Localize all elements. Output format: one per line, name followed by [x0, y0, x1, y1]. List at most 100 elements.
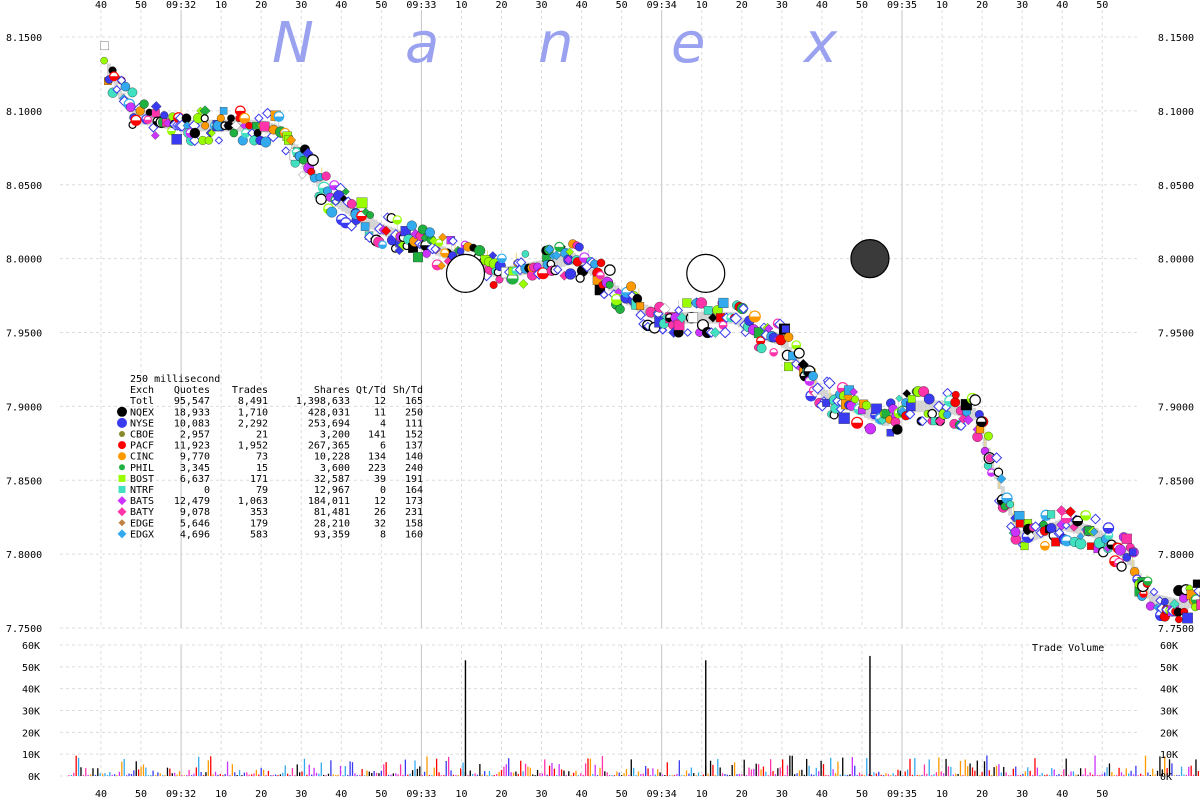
quote-marker — [1114, 544, 1126, 556]
legend-cell: 10,083 — [174, 418, 210, 429]
legend-cell: 18,933 — [174, 407, 210, 418]
legend-cell: Totl — [130, 396, 154, 407]
quote-marker — [1090, 513, 1101, 525]
legend-cell: 179 — [250, 518, 268, 529]
legend-cell: 1,398,633 — [296, 396, 350, 407]
quote-marker — [306, 154, 319, 167]
quote-marker — [424, 227, 435, 238]
spread-band — [1166, 596, 1171, 609]
spread-band — [950, 402, 955, 415]
x-tick-top: 09:35 — [887, 0, 917, 11]
quote-marker — [544, 244, 555, 255]
quote-marker — [917, 415, 928, 427]
legend-cell: 32,587 — [314, 474, 350, 485]
spread-band — [611, 282, 616, 295]
legend-cell: 158 — [405, 518, 423, 529]
vol-tick-left: 20K — [22, 728, 40, 739]
quote-marker — [683, 328, 693, 337]
x-tick-top: 30 — [1016, 0, 1028, 11]
watermark-letter: n — [538, 11, 574, 76]
quote-marker — [599, 290, 609, 300]
legend-header: Shares — [314, 385, 350, 396]
legend-cell: 2,957 — [180, 430, 210, 441]
legend-cell: 1,710 — [238, 407, 268, 418]
y-tick-right: 7.9500 — [1158, 329, 1194, 340]
quote-marker — [695, 297, 708, 309]
quote-marker — [1192, 579, 1200, 588]
y-tick-right: 7.7500 — [1158, 624, 1194, 635]
quote-marker — [474, 245, 486, 257]
legend-cell: BATY — [130, 507, 154, 518]
legend-cell: 10,228 — [314, 452, 350, 463]
x-tick-bottom: 09:34 — [647, 789, 677, 800]
y-tick-left: 8.0500 — [6, 181, 42, 192]
x-tick-bottom: 30 — [295, 789, 307, 800]
quote-marker — [171, 134, 182, 145]
quote-marker — [1089, 527, 1099, 537]
quote-marker — [521, 250, 530, 258]
x-tick-bottom: 20 — [495, 789, 507, 800]
y-tick-right: 7.9000 — [1158, 402, 1194, 413]
quote-marker — [984, 431, 993, 441]
quote-marker — [260, 136, 272, 148]
quote-marker — [849, 387, 859, 397]
quote-marker — [254, 113, 264, 124]
legend-cell: 32 — [374, 518, 386, 529]
spread-band — [824, 389, 829, 402]
quote-marker — [719, 326, 732, 339]
quote-marker — [120, 81, 131, 92]
spread-band — [784, 341, 789, 354]
legend-cell: 171 — [250, 474, 268, 485]
quote-marker — [437, 261, 446, 271]
spread-band — [561, 255, 566, 267]
quote-marker — [1087, 542, 1095, 550]
quote-marker — [227, 114, 235, 123]
x-tick-bottom: 40 — [1056, 789, 1068, 800]
large-trade-marker — [686, 253, 726, 293]
legend-cell: 1,063 — [238, 496, 268, 507]
legend-cell: 160 — [405, 529, 423, 540]
legend-marker — [118, 441, 126, 450]
quote-marker — [150, 131, 160, 140]
y-tick-left: 7.8500 — [6, 476, 42, 487]
y-tick-left: 7.9500 — [6, 329, 42, 340]
y-tick-left: 7.7500 — [6, 624, 42, 635]
quote-marker — [551, 250, 562, 261]
quote-marker — [564, 268, 577, 280]
quote-marker — [181, 113, 192, 124]
large-trade-marker — [850, 239, 890, 279]
spread-band — [820, 386, 825, 399]
quote-marker — [412, 252, 423, 263]
quote-marker — [281, 146, 291, 156]
x-tick-bottom: 10 — [696, 789, 708, 800]
quote-marker — [781, 325, 790, 333]
quote-marker — [1121, 533, 1132, 544]
quote-marker — [286, 135, 297, 146]
legend-marker — [119, 431, 125, 437]
legend-marker — [117, 507, 127, 517]
legend-cell: 583 — [250, 529, 268, 540]
quote-marker — [200, 114, 209, 123]
legend-header: Qt/Td — [356, 385, 386, 396]
quote-marker — [993, 467, 1004, 478]
x-tick-top: 09:33 — [406, 0, 436, 11]
quote-marker — [448, 236, 458, 246]
quote-marker — [615, 304, 625, 314]
legend-header: Sh/Td — [393, 385, 423, 396]
quote-marker-fill — [1081, 515, 1091, 521]
quote-marker — [1161, 597, 1169, 606]
volume-bars — [68, 655, 1200, 776]
x-tick-bottom: 10 — [455, 789, 467, 800]
legend-cell: CINC — [130, 452, 154, 463]
quote-marker-fill — [1061, 517, 1072, 523]
quote-marker-fill — [167, 131, 176, 135]
x-tick-top: 40 — [1056, 0, 1068, 11]
quote-marker — [575, 242, 584, 252]
quote-marker — [933, 400, 945, 413]
quote-marker — [658, 325, 668, 335]
quote-marker-fill — [378, 244, 387, 249]
legend-cell: 134 — [368, 452, 386, 463]
x-tick-top: 10 — [215, 0, 227, 11]
legend-cell: 2,292 — [238, 418, 268, 429]
